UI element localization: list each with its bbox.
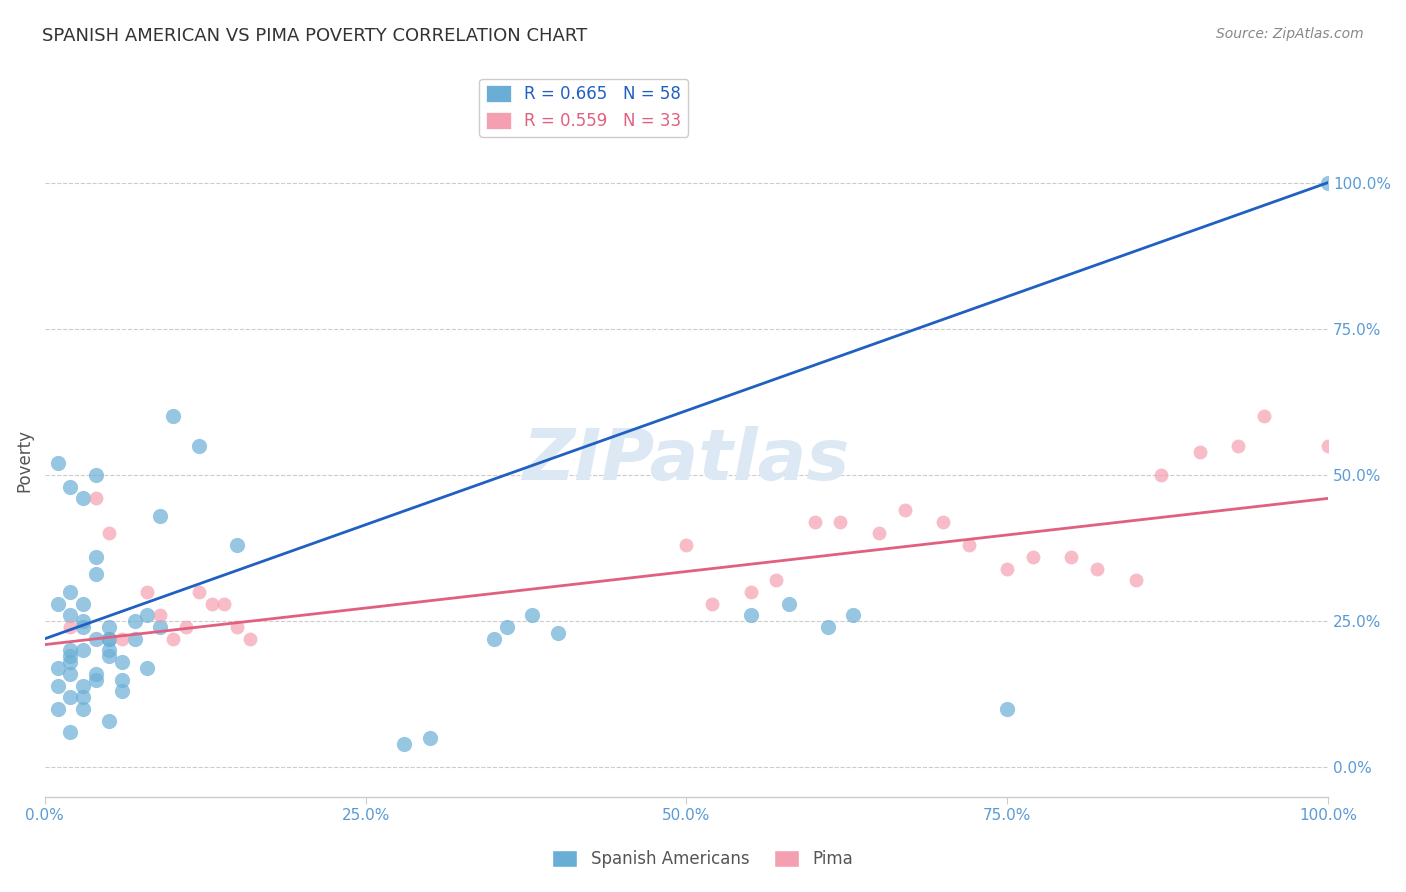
Point: [136, 585, 159, 599]
Point: [59, 666, 82, 681]
Point: [201, 597, 224, 611]
Point: [893, 503, 915, 517]
Point: [675, 538, 697, 552]
Point: [84, 491, 107, 506]
Point: [111, 673, 134, 687]
Legend: Spanish Americans, Pima: Spanish Americans, Pima: [546, 843, 860, 875]
Point: [46, 597, 69, 611]
Point: [932, 515, 955, 529]
Point: [495, 620, 517, 634]
Point: [392, 737, 415, 751]
Point: [72, 702, 94, 716]
Point: [995, 702, 1018, 716]
Point: [84, 632, 107, 646]
Point: [136, 661, 159, 675]
Y-axis label: Poverty: Poverty: [15, 429, 32, 491]
Point: [59, 620, 82, 634]
Point: [1227, 439, 1250, 453]
Point: [59, 585, 82, 599]
Point: [72, 620, 94, 634]
Point: [957, 538, 980, 552]
Point: [59, 480, 82, 494]
Point: [187, 439, 209, 453]
Point: [214, 597, 236, 611]
Point: [111, 632, 134, 646]
Point: [111, 684, 134, 698]
Point: [98, 714, 121, 728]
Point: [59, 725, 82, 739]
Point: [124, 614, 146, 628]
Point: [59, 643, 82, 657]
Point: [98, 643, 121, 657]
Point: [1150, 467, 1173, 482]
Point: [162, 409, 184, 424]
Point: [98, 620, 121, 634]
Point: [111, 655, 134, 669]
Point: [98, 632, 121, 646]
Text: Source: ZipAtlas.com: Source: ZipAtlas.com: [1216, 27, 1364, 41]
Point: [72, 679, 94, 693]
Point: [149, 608, 172, 623]
Point: [1317, 439, 1340, 453]
Point: [59, 690, 82, 705]
Point: [174, 620, 197, 634]
Point: [84, 549, 107, 564]
Point: [59, 655, 82, 669]
Point: [149, 508, 172, 523]
Point: [817, 620, 839, 634]
Point: [46, 456, 69, 470]
Point: [226, 538, 249, 552]
Point: [700, 597, 723, 611]
Point: [149, 620, 172, 634]
Point: [187, 585, 209, 599]
Point: [72, 614, 94, 628]
Point: [46, 702, 69, 716]
Point: [842, 608, 865, 623]
Legend: R = 0.665   N = 58, R = 0.559   N = 33: R = 0.665 N = 58, R = 0.559 N = 33: [479, 78, 688, 136]
Point: [84, 567, 107, 582]
Point: [46, 661, 69, 675]
Point: [98, 632, 121, 646]
Point: [1188, 444, 1211, 458]
Point: [765, 574, 787, 588]
Point: [482, 632, 505, 646]
Point: [72, 643, 94, 657]
Point: [740, 608, 762, 623]
Point: [59, 649, 82, 664]
Point: [1085, 561, 1108, 575]
Point: [1317, 176, 1340, 190]
Point: [804, 515, 827, 529]
Text: SPANISH AMERICAN VS PIMA POVERTY CORRELATION CHART: SPANISH AMERICAN VS PIMA POVERTY CORRELA…: [42, 27, 588, 45]
Point: [868, 526, 890, 541]
Point: [72, 690, 94, 705]
Point: [1022, 549, 1045, 564]
Point: [84, 666, 107, 681]
Point: [46, 679, 69, 693]
Point: [239, 632, 262, 646]
Text: ZIPatlas: ZIPatlas: [523, 425, 851, 495]
Point: [740, 585, 762, 599]
Point: [226, 620, 249, 634]
Point: [98, 649, 121, 664]
Point: [547, 626, 569, 640]
Point: [59, 608, 82, 623]
Point: [830, 515, 852, 529]
Point: [84, 467, 107, 482]
Point: [84, 673, 107, 687]
Point: [1253, 409, 1275, 424]
Point: [778, 597, 800, 611]
Point: [98, 526, 121, 541]
Point: [419, 731, 441, 746]
Point: [124, 632, 146, 646]
Point: [72, 491, 94, 506]
Point: [162, 632, 184, 646]
Point: [522, 608, 544, 623]
Point: [72, 597, 94, 611]
Point: [1060, 549, 1083, 564]
Point: [1125, 574, 1147, 588]
Point: [136, 608, 159, 623]
Point: [995, 561, 1018, 575]
